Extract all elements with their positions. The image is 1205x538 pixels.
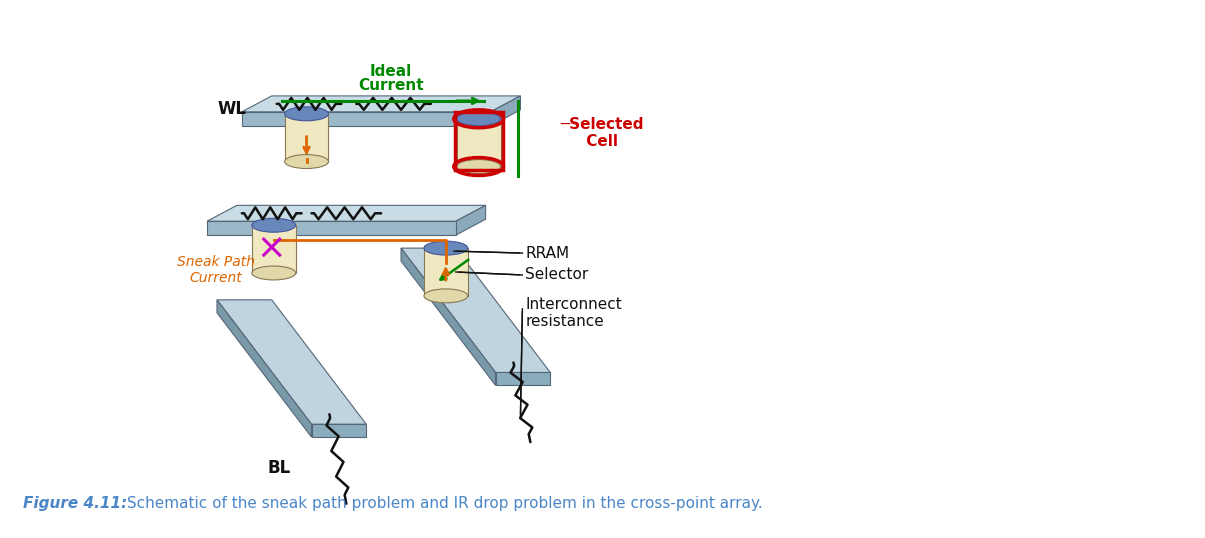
Polygon shape: [401, 248, 495, 385]
Bar: [284, 114, 329, 161]
Text: Ideal: Ideal: [370, 63, 412, 79]
Polygon shape: [217, 300, 366, 424]
Ellipse shape: [284, 107, 329, 121]
Bar: [424, 248, 468, 296]
Polygon shape: [242, 112, 490, 126]
Text: ─Selected
     Cell: ─Selected Cell: [560, 117, 643, 149]
Polygon shape: [495, 372, 551, 385]
Polygon shape: [455, 206, 486, 235]
Text: WL: WL: [218, 100, 247, 118]
Polygon shape: [490, 96, 521, 126]
Ellipse shape: [457, 112, 500, 126]
Ellipse shape: [457, 160, 500, 173]
Text: Sneak Path
Current: Sneak Path Current: [177, 255, 255, 285]
Bar: [454, 112, 502, 170]
Polygon shape: [217, 300, 312, 437]
Ellipse shape: [252, 266, 295, 280]
Bar: [252, 225, 295, 273]
Text: RRAM: RRAM: [525, 245, 570, 260]
Text: Selector: Selector: [525, 267, 589, 282]
Ellipse shape: [284, 154, 329, 168]
Text: Figure 4.11:: Figure 4.11:: [23, 496, 128, 511]
Ellipse shape: [252, 218, 295, 232]
Polygon shape: [207, 206, 486, 221]
Text: Interconnect
resistance: Interconnect resistance: [525, 297, 622, 329]
Polygon shape: [312, 424, 366, 437]
Bar: [457, 119, 500, 167]
Polygon shape: [207, 221, 455, 235]
Polygon shape: [242, 96, 521, 112]
Text: Schematic of the sneak path problem and IR drop problem in the cross-point array: Schematic of the sneak path problem and …: [123, 496, 763, 511]
Text: BL: BL: [268, 459, 290, 477]
Text: Current: Current: [358, 79, 424, 94]
Ellipse shape: [424, 289, 468, 303]
Ellipse shape: [424, 241, 468, 255]
Polygon shape: [401, 248, 551, 372]
